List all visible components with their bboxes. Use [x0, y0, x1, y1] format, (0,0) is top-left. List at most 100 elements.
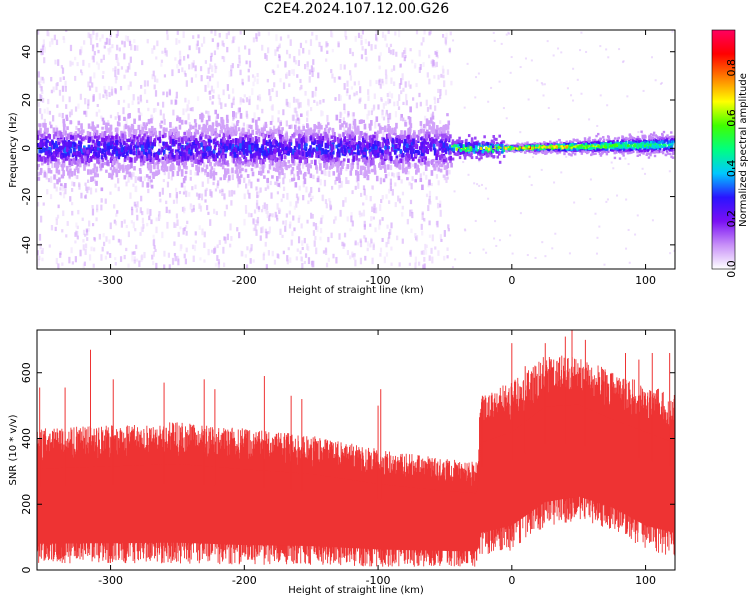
spectrogram-cell — [234, 125, 238, 132]
spectrogram-cell — [132, 139, 135, 146]
spectrogram-cell — [409, 123, 413, 129]
spectrogram-cell — [154, 130, 157, 136]
spectrogram-cell — [654, 79, 657, 82]
spectrogram-cell — [190, 208, 194, 213]
spectrogram-cell — [407, 138, 411, 145]
spectrogram-cell — [355, 155, 358, 161]
spectrogram-cell — [447, 228, 450, 232]
spectrogram-cell — [43, 108, 46, 114]
spectrogram-cell — [43, 126, 47, 132]
spectrogram-cell — [330, 135, 334, 139]
spectrogram-cell — [351, 163, 354, 169]
spectrogram-cell — [418, 67, 421, 73]
spectrogram-cell — [485, 149, 488, 153]
spectrogram-cell — [388, 47, 391, 54]
spectrogram-cell — [153, 164, 156, 170]
spectrogram-cell — [137, 150, 141, 156]
spectrogram-cell — [52, 115, 55, 122]
spectrogram-cell — [168, 153, 172, 160]
spectrogram-cell — [212, 154, 215, 159]
spectrogram-cell — [255, 139, 259, 145]
spectrogram-cell — [161, 187, 164, 195]
spectrogram-cell — [315, 247, 318, 255]
spectrogram-cell — [287, 34, 290, 39]
spectrogram-cell — [258, 155, 261, 160]
spectrogram-cell — [64, 183, 67, 189]
spectrogram-cell — [152, 260, 155, 266]
spectrogram-cell — [153, 138, 157, 143]
spectrogram-cell — [80, 126, 83, 130]
spectrogram-cell — [127, 177, 130, 183]
spectrogram-cell — [159, 124, 163, 129]
spectrogram-cell — [296, 165, 299, 170]
spectrogram-cell — [330, 154, 334, 159]
spectrogram-cell — [56, 133, 60, 139]
spectrogram-cell — [64, 80, 67, 88]
spectrogram-cell — [175, 255, 179, 261]
spectrogram-cell — [41, 89, 44, 95]
spectrogram-cell — [303, 237, 306, 244]
spectrogram-cell — [384, 139, 387, 144]
spectrogram-cell — [125, 165, 129, 169]
spectrogram-cell — [462, 147, 465, 151]
spectrogram-cell — [264, 53, 267, 59]
spectrogram-cell — [216, 113, 220, 119]
spectrogram-cell — [407, 153, 411, 159]
spectrogram-cell — [164, 154, 167, 159]
spectrogram-cell — [442, 142, 446, 148]
spectrogram-cell — [256, 73, 259, 78]
spectrogram-cell — [242, 149, 246, 155]
spectrogram-cell — [413, 131, 416, 138]
spectrogram-cell — [113, 136, 117, 141]
spectrogram-cell — [229, 223, 232, 231]
spectrogram-cell — [207, 146, 211, 153]
spectrogram-cell — [401, 52, 405, 58]
spectrogram-cell — [379, 165, 382, 170]
spectrogram-cell — [429, 117, 433, 121]
spectrogram-cell — [210, 150, 214, 155]
spectrogram-cell — [57, 158, 60, 165]
spectrogram-cell — [136, 214, 139, 221]
spectrogram-cell — [200, 43, 204, 47]
spectrogram-cell — [519, 212, 522, 215]
spectrogram-cell — [172, 128, 176, 134]
spectrogram-cell — [175, 91, 178, 99]
spectrogram-cell — [296, 117, 300, 121]
spectrogram-cell — [212, 89, 215, 94]
spectrogram-cell — [292, 96, 296, 103]
spectrogram-cell — [152, 139, 156, 146]
spectrogram-cell — [319, 149, 323, 155]
spectrogram-cell — [68, 256, 71, 264]
spectrogram-cell — [115, 139, 119, 145]
spectrogram-cell — [375, 80, 378, 85]
spectrogram-cell — [178, 39, 181, 44]
spectrogram-cell — [181, 144, 184, 148]
spectrogram-cell — [332, 158, 336, 164]
spectrogram-cell — [173, 222, 176, 228]
spectrogram-cell — [37, 202, 40, 207]
spectrogram-cell — [331, 48, 334, 53]
spectrogram-cell — [469, 142, 472, 146]
spectrogram-cell — [231, 88, 235, 94]
spectrogram-cell — [440, 238, 443, 242]
spectrogram-cell — [214, 171, 218, 176]
spectrogram-cell — [287, 150, 290, 155]
spectrogram-cell — [320, 110, 323, 117]
spectrogram-cell — [180, 182, 184, 188]
spectrogram-cell — [339, 137, 343, 141]
spectrogram-cell — [282, 186, 286, 191]
spectrogram-cell — [109, 33, 112, 38]
spectrogram-cell — [192, 147, 195, 155]
spectrogram-cell — [91, 205, 94, 209]
spectrogram-cell — [78, 130, 82, 135]
spectrogram-cell — [49, 169, 53, 174]
spectrogram-cell — [348, 134, 351, 141]
spectrogram-cell — [299, 250, 302, 255]
spectrogram-cell — [266, 211, 269, 219]
spectrogram-cell — [303, 64, 307, 70]
spectrogram-cell — [310, 65, 314, 73]
spectrogram-cell — [557, 118, 560, 121]
page-title: C2E4.2024.107.12.00.G26 — [263, 1, 450, 17]
spectrogram-cell — [368, 169, 371, 174]
spectrogram-cell — [383, 128, 387, 133]
